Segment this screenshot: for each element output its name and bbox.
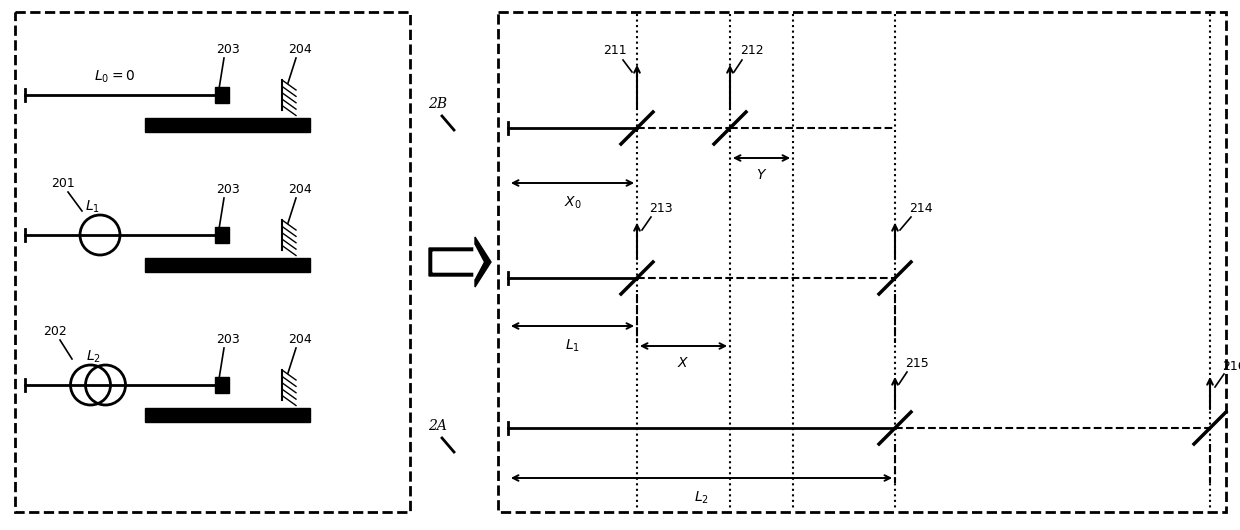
Text: $X$: $X$ <box>677 356 689 370</box>
Text: 2B: 2B <box>428 97 448 111</box>
Text: 204: 204 <box>288 333 312 346</box>
Bar <box>215 227 229 243</box>
Text: 214: 214 <box>909 202 932 215</box>
Text: 201: 201 <box>51 177 74 190</box>
Text: $L_2$: $L_2$ <box>86 349 100 365</box>
Text: 215: 215 <box>905 357 929 370</box>
Bar <box>215 87 229 103</box>
Text: 211: 211 <box>603 44 626 57</box>
Text: $Y$: $Y$ <box>756 168 768 182</box>
Polygon shape <box>433 245 484 279</box>
Text: 2A: 2A <box>428 419 446 433</box>
Text: 216: 216 <box>1223 360 1240 373</box>
Bar <box>145 408 310 422</box>
Text: 203: 203 <box>216 43 239 56</box>
Polygon shape <box>429 237 491 287</box>
Text: $L_1$: $L_1$ <box>84 199 99 215</box>
Text: 202: 202 <box>43 325 67 338</box>
Text: $L_0=0$: $L_0=0$ <box>94 68 135 85</box>
Bar <box>215 377 229 393</box>
Text: 212: 212 <box>740 44 764 57</box>
Text: 203: 203 <box>216 333 239 346</box>
Bar <box>145 258 310 272</box>
Text: 213: 213 <box>650 202 673 215</box>
Text: $L_2$: $L_2$ <box>694 490 709 506</box>
Text: 203: 203 <box>216 183 239 196</box>
Text: $X_0$: $X_0$ <box>564 195 582 211</box>
Bar <box>145 118 310 132</box>
Text: 204: 204 <box>288 43 312 56</box>
Text: 204: 204 <box>288 183 312 196</box>
Text: $L_1$: $L_1$ <box>565 338 580 355</box>
